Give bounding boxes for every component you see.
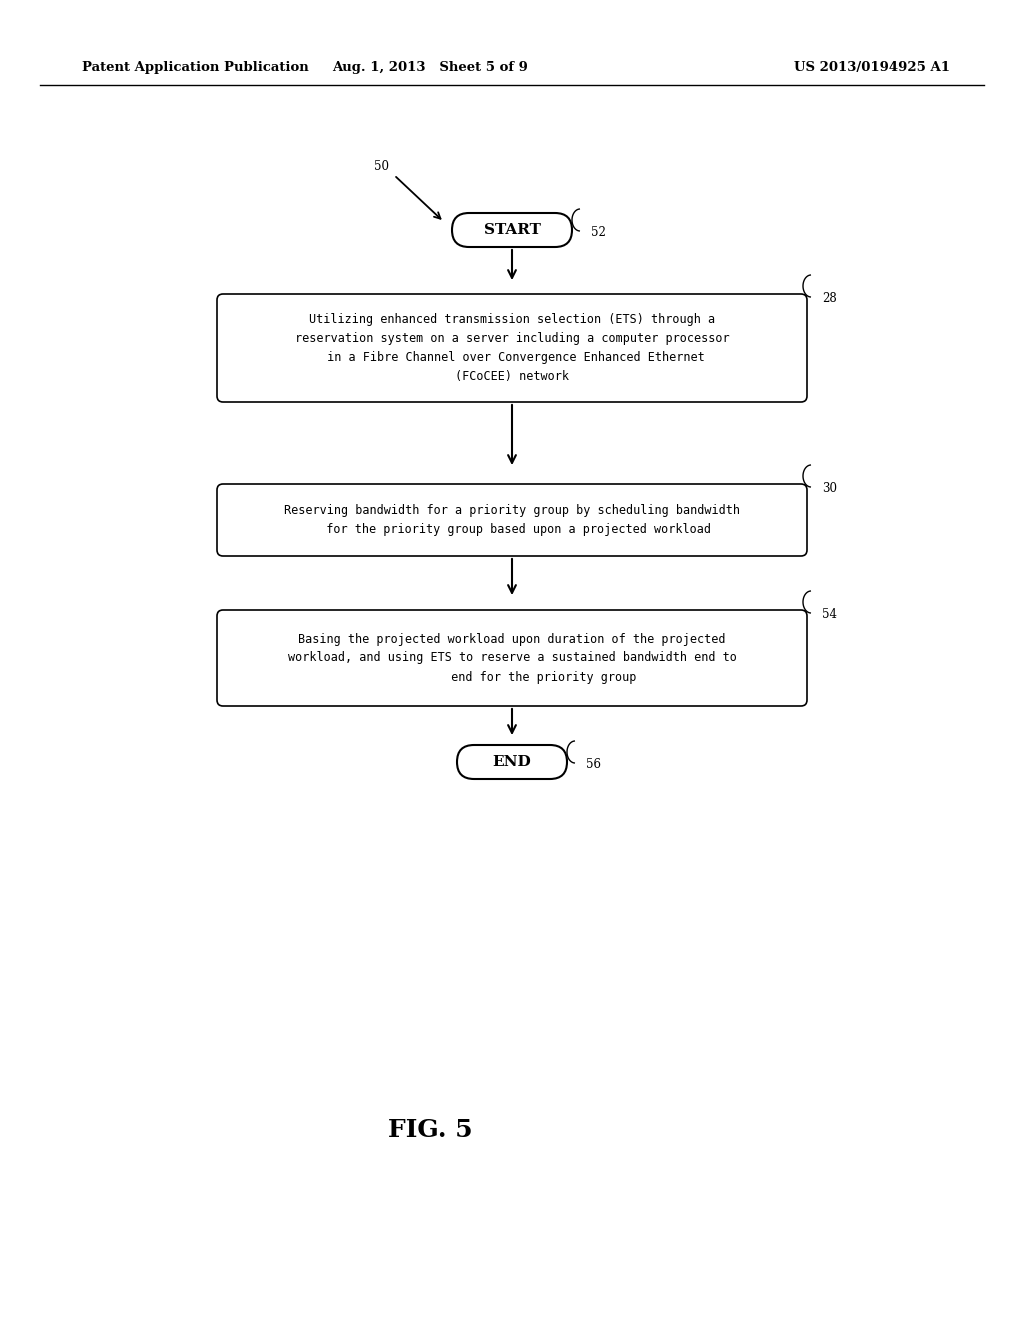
Text: FIG. 5: FIG. 5	[388, 1118, 472, 1142]
Text: US 2013/0194925 A1: US 2013/0194925 A1	[794, 62, 950, 74]
Text: 56: 56	[586, 758, 601, 771]
Text: 50: 50	[374, 160, 389, 173]
FancyBboxPatch shape	[217, 484, 807, 556]
Text: START: START	[483, 223, 541, 238]
Text: 28: 28	[822, 292, 837, 305]
Text: 52: 52	[591, 226, 606, 239]
Text: 54: 54	[822, 609, 837, 620]
FancyBboxPatch shape	[452, 213, 572, 247]
Text: Reserving bandwidth for a priority group by scheduling bandwidth
  for the prior: Reserving bandwidth for a priority group…	[284, 504, 740, 536]
Text: END: END	[493, 755, 531, 770]
Text: Basing the projected workload upon duration of the projected
workload, and using: Basing the projected workload upon durat…	[288, 632, 736, 684]
FancyBboxPatch shape	[217, 610, 807, 706]
FancyBboxPatch shape	[457, 744, 567, 779]
Text: Aug. 1, 2013   Sheet 5 of 9: Aug. 1, 2013 Sheet 5 of 9	[332, 62, 528, 74]
Text: Patent Application Publication: Patent Application Publication	[82, 62, 309, 74]
Text: 30: 30	[822, 482, 837, 495]
FancyBboxPatch shape	[217, 294, 807, 403]
Text: Utilizing enhanced transmission selection (ETS) through a
reservation system on : Utilizing enhanced transmission selectio…	[295, 313, 729, 383]
